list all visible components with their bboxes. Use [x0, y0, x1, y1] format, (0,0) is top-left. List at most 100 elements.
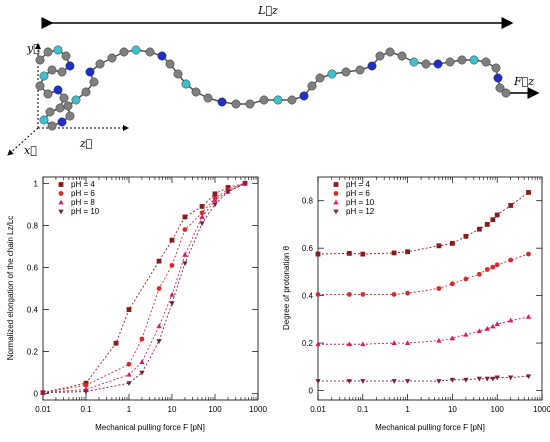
protonation-legend-label: pH = 6: [346, 189, 370, 198]
protonation-data-point: [315, 292, 321, 297]
protonation-data-point: [405, 249, 410, 255]
chain-bead: [375, 51, 385, 61]
elongation-data-point: [40, 390, 46, 396]
protonation-data-point: [463, 377, 469, 383]
protonation-data-point: [490, 217, 496, 223]
protonation-data-point: [360, 379, 366, 384]
z-axis-label: z⃗: [79, 137, 92, 150]
protonation-data-point: [508, 317, 514, 323]
chain-bead: [469, 55, 479, 65]
elongation-y-tick-label: 0.2: [27, 348, 39, 357]
elongation-data-point: [212, 197, 218, 203]
chain-bead: [43, 89, 53, 99]
protonation-data-point: [436, 337, 442, 343]
elongation-legend-label: pH = 8: [71, 198, 95, 207]
chain-bead: [85, 67, 95, 77]
chain-bead: [61, 51, 71, 61]
elongation-data-point: [212, 191, 218, 197]
protonation-data-point: [360, 292, 366, 297]
chain-bead: [495, 83, 505, 93]
chain-bead: [81, 87, 91, 97]
chain-bead: [491, 63, 501, 73]
elongation-data-point: [199, 221, 205, 227]
protonation-legend-marker: [333, 209, 339, 215]
protonation-y-tick-label: 0: [309, 387, 314, 396]
chain-bead: [181, 79, 191, 89]
protonation-data-point: [484, 325, 490, 331]
protonation-data-point: [405, 290, 410, 296]
chain-bead: [481, 57, 491, 67]
elongation-y-tick-label: 0.6: [27, 263, 39, 272]
protonation-series-line: [318, 253, 529, 295]
protonation-data-point: [404, 379, 411, 384]
elongation-data-point: [83, 389, 89, 395]
chain-bead: [231, 99, 241, 109]
protonation-y-tick-label: 0.2: [302, 339, 314, 348]
elongation-chart-series: [40, 180, 248, 396]
chain-bead: [501, 88, 511, 98]
protonation-data-point: [391, 292, 397, 297]
protonation-data-point: [484, 376, 490, 382]
protonation-x-tick-label: 0.01: [310, 405, 326, 414]
chain-bead: [355, 65, 365, 75]
chain-bead: [107, 53, 117, 63]
elongation-data-point: [182, 214, 188, 220]
elongation-data-point: [182, 251, 188, 257]
protonation-x-tick-label: 1: [405, 405, 410, 414]
protonation-data-point: [494, 375, 500, 381]
elongation-x-tick-label: 100: [208, 405, 222, 414]
elongation-legend-marker: [58, 191, 64, 196]
elongation-chart-frame: [42, 176, 259, 401]
protonation-data-point: [526, 251, 531, 257]
protonation-data-point: [436, 243, 442, 249]
protonation-series-line: [318, 316, 529, 345]
protonation-legend-marker: [333, 191, 339, 196]
chain-bead: [273, 95, 283, 105]
protonation-x-tick-label: 10: [448, 405, 457, 414]
protonation-data-point: [463, 331, 469, 337]
protonation-data-point: [346, 292, 352, 297]
elongation-x-tick-label: 0.1: [80, 405, 92, 414]
chain-bead: [445, 57, 455, 67]
elongation-data-point: [169, 262, 175, 268]
protonation-data-point: [490, 323, 496, 329]
protonation-chart-ylabel: Degree of protonation θ: [282, 245, 291, 330]
elongation-chart-ylabel: Normalized elongation of the chain Lz/Lc: [6, 216, 15, 361]
elongation-data-point: [156, 286, 162, 291]
elongation-data-point: [156, 258, 162, 264]
chain-bead: [47, 65, 57, 75]
chain-bead: [409, 57, 419, 67]
protonation-data-point: [526, 190, 531, 195]
elongation-y-tick-label: 0.8: [27, 221, 39, 230]
elongation-data-point: [139, 370, 145, 376]
elongation-data-point: [156, 339, 162, 344]
chain-bead: [421, 59, 431, 69]
protonation-legend-label: pH = 12: [346, 207, 375, 216]
elongation-data-point: [225, 189, 231, 195]
chain-bead: [65, 111, 75, 121]
elongation-y-tick-label: 0.4: [27, 306, 39, 315]
elongation-series-line: [42, 182, 246, 394]
chain-bead: [203, 93, 213, 103]
chain-bead: [259, 95, 269, 105]
protonation-data-point: [476, 226, 482, 232]
elongation-y-tick-label: 0: [34, 390, 39, 399]
elongation-x-tick-label: 1: [127, 405, 132, 414]
chain-bead: [95, 59, 105, 69]
elongation-chart-legend: pH = 4pH = 6pH = 8pH = 10: [58, 180, 100, 216]
protonation-y-tick-label: 0.6: [302, 244, 314, 253]
elongation-data-point: [126, 307, 132, 312]
protonation-legend-label: pH = 10: [346, 198, 375, 207]
chain-bead: [191, 87, 201, 97]
chain-bead: [119, 47, 129, 57]
elongation-data-point: [126, 361, 132, 367]
protonation-data-point: [476, 328, 483, 334]
protonation-data-point: [346, 341, 352, 347]
chain-bead: [245, 99, 255, 109]
chain-bead: [165, 59, 175, 69]
chain-bead: [145, 47, 155, 57]
protonation-x-tick-label: 0.1: [357, 405, 369, 414]
protonation-data-point: [391, 340, 397, 345]
protonation-chart-series: [315, 190, 532, 384]
